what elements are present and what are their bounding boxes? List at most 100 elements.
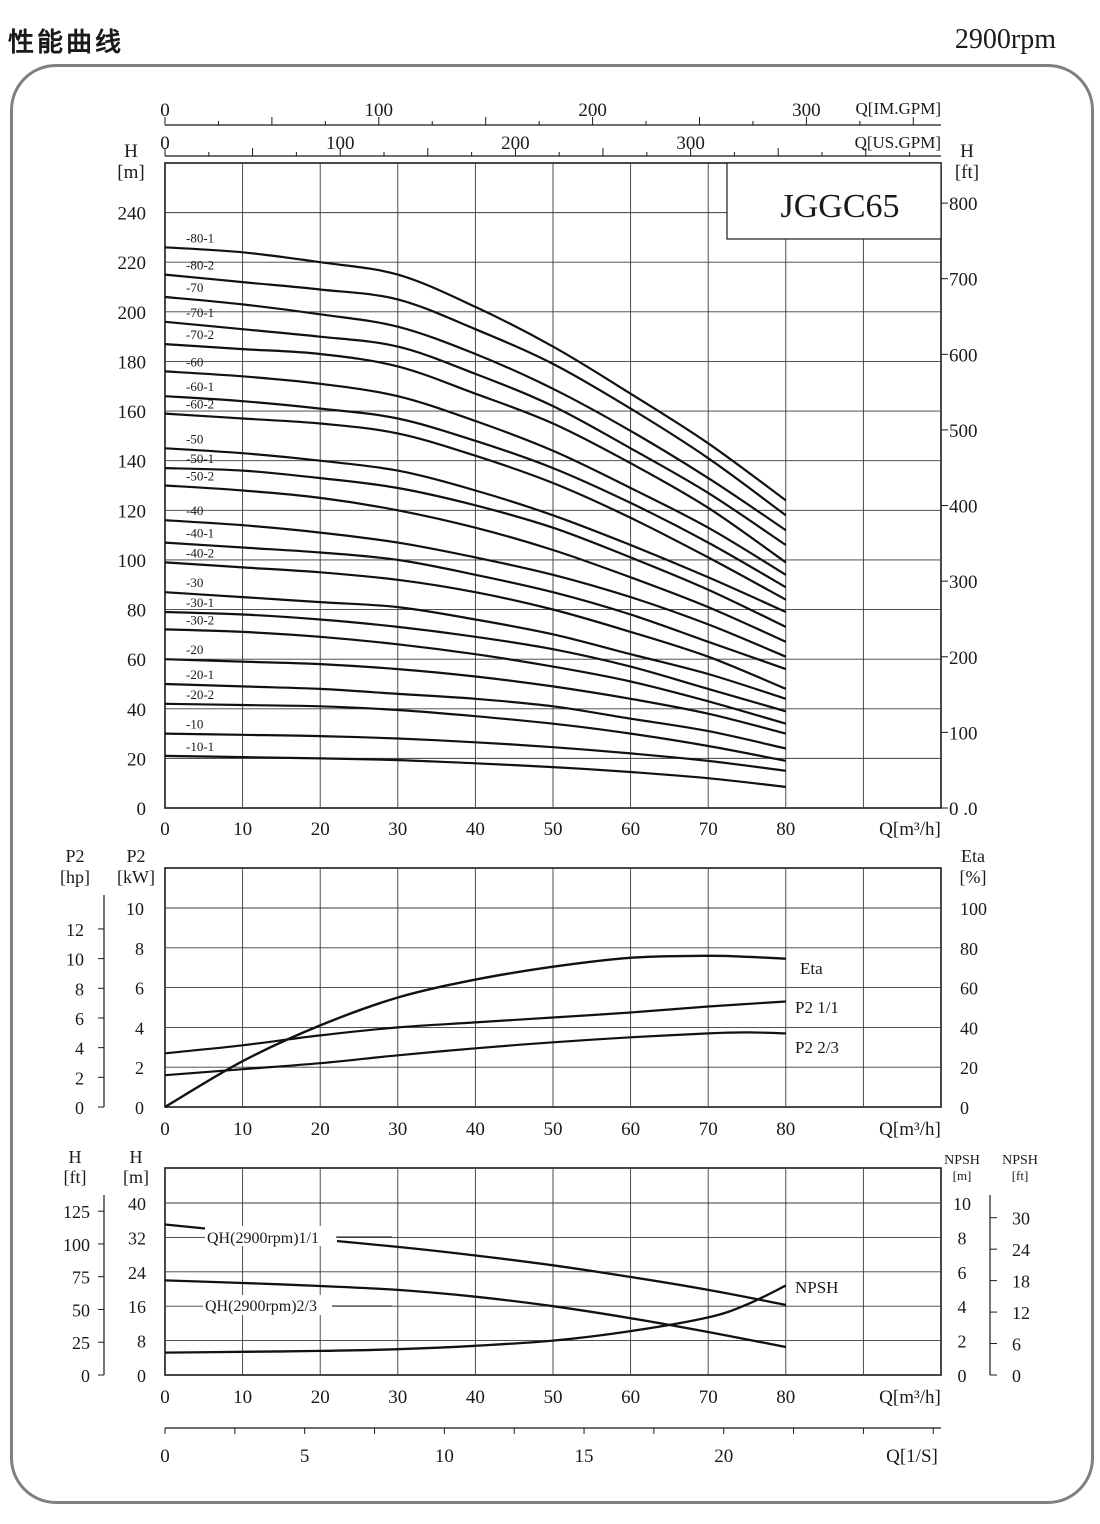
series-label: QH(2900rpm)2/3 xyxy=(205,1298,317,1315)
y-tick-label-left: 140 xyxy=(118,452,147,473)
curve-label: -60 xyxy=(186,354,203,369)
us-gpm-tick-label: 100 xyxy=(326,133,355,154)
x-tick-label: 20 xyxy=(311,1387,330,1408)
chart-frame xyxy=(10,64,1094,1504)
curve-label: -20-1 xyxy=(186,667,214,682)
x-tick-label: 70 xyxy=(699,819,718,840)
npsh-m-axis-label: NPSH xyxy=(944,1153,980,1168)
curve-label: -40-2 xyxy=(186,545,214,560)
head-curve xyxy=(164,273,787,517)
kw-tick-label: 10 xyxy=(126,899,144,919)
y-tick-label-right: 500 xyxy=(949,421,978,442)
head-curve xyxy=(164,484,787,643)
y-tick-label-left: 100 xyxy=(118,551,147,572)
head-curve xyxy=(164,295,787,532)
curve-label: -40-1 xyxy=(186,526,214,541)
head-curve xyxy=(164,343,787,564)
curve-label: -70 xyxy=(186,280,203,295)
head-curve xyxy=(164,395,787,589)
im-gpm-tick-label: 0 xyxy=(160,100,170,121)
ft-tick-label: 100 xyxy=(63,1235,90,1255)
npsh-chart: H[ft]H[m]NPSH[m]NPSH[ft]0255075100125081… xyxy=(63,1147,1038,1467)
y-tick-label-left: 180 xyxy=(118,352,147,373)
head-curve xyxy=(164,519,787,658)
x-tick-label: 0 xyxy=(160,819,170,840)
eta-axis-label: Eta xyxy=(961,846,985,866)
npsh-m-tick-label: 8 xyxy=(958,1228,967,1248)
x-tick-label: 30 xyxy=(388,1119,407,1140)
us-gpm-tick-label: 200 xyxy=(501,133,530,154)
y-tick-label-left: 220 xyxy=(118,253,147,274)
m-axis-unit: [m] xyxy=(123,1167,149,1187)
y-tick-label-right: 200 xyxy=(949,648,978,669)
im-gpm-axis-label: Q[IM.GPM] xyxy=(856,99,941,118)
curve-label: -10 xyxy=(186,717,203,732)
x-tick-label: 20 xyxy=(311,1119,330,1140)
npsh-ft-tick-label: 30 xyxy=(1012,1209,1030,1229)
x-axis-label: Q[m³/h] xyxy=(879,1119,941,1140)
y-tick-label-right: 800 xyxy=(949,194,978,215)
curve-label: -70-2 xyxy=(186,327,214,342)
im-gpm-tick-label: 200 xyxy=(578,100,607,121)
ft-axis-label: H xyxy=(69,1147,82,1167)
npsh-ft-tick-label: 0 xyxy=(1012,1366,1021,1386)
series-label: NPSH xyxy=(795,1278,838,1297)
curve-label: -20-2 xyxy=(186,687,214,702)
y-tick-label-left: 60 xyxy=(127,650,146,671)
series-label: Eta xyxy=(800,959,823,978)
x-tick-label: 30 xyxy=(388,1387,407,1408)
ft-tick-label: 75 xyxy=(72,1268,90,1288)
curve-label: -40 xyxy=(186,503,203,518)
y-tick-label-left: 200 xyxy=(118,303,147,324)
npsh-ft-tick-label: 18 xyxy=(1012,1272,1030,1292)
head-curve xyxy=(164,467,787,628)
x-tick-label: 40 xyxy=(466,1119,485,1140)
eta-tick-label: 20 xyxy=(960,1058,978,1078)
npsh-ft-axis-unit: [ft] xyxy=(1012,1168,1029,1183)
speed-label: 2900rpm xyxy=(954,24,1056,55)
head-curve xyxy=(164,541,787,671)
ft-axis-unit: [ft] xyxy=(64,1167,87,1187)
hp-tick-label: 6 xyxy=(75,1009,84,1029)
npsh-m-tick-label: 2 xyxy=(958,1332,967,1352)
hp-tick-label: 0 xyxy=(75,1098,84,1118)
x-tick-label: 0 xyxy=(160,1387,170,1408)
head-curve xyxy=(164,246,787,502)
curve-label: -50 xyxy=(186,431,203,446)
curve-label: -30-2 xyxy=(186,612,214,627)
x-tick-label: 20 xyxy=(311,819,330,840)
us-gpm-tick-label: 300 xyxy=(676,133,705,154)
m-tick-label: 32 xyxy=(128,1228,146,1248)
head-curve xyxy=(164,610,787,713)
x-tick-label: 70 xyxy=(699,1387,718,1408)
head-curve xyxy=(164,658,787,735)
curve-label: -60-1 xyxy=(186,379,214,394)
curve-label: -10-1 xyxy=(186,739,214,754)
y-tick-label-right: 0 .0 xyxy=(949,799,978,820)
label-background xyxy=(203,1295,333,1315)
y-tick-label-left: 120 xyxy=(118,501,147,522)
x-tick-label: 40 xyxy=(466,819,485,840)
ft-tick-label: 125 xyxy=(63,1202,90,1222)
x-tick-label: 60 xyxy=(621,1387,640,1408)
head-curve xyxy=(164,702,787,762)
npsh-ft-tick-label: 6 xyxy=(1012,1335,1021,1355)
y-axis-unit-left: [m] xyxy=(117,162,144,183)
x-tick-label: 0 xyxy=(160,1119,170,1140)
npsh-m-tick-label: 0 xyxy=(958,1366,967,1386)
y-axis-unit-right: [ft] xyxy=(955,162,979,183)
curve-label: -80-1 xyxy=(186,230,214,245)
hp-axis-unit: [hp] xyxy=(60,867,90,887)
y-axis-label-right: H xyxy=(960,141,974,162)
x-tick-label: 10 xyxy=(233,1119,252,1140)
eta-tick-label: 40 xyxy=(960,1018,978,1038)
head-curve xyxy=(164,591,787,700)
x-tick-label: 80 xyxy=(776,1387,795,1408)
head-curve xyxy=(164,682,787,750)
head-curve-chart: 0 100 200 300 Q[IM.GPM]0 100 200 300 Q[US.GPM]H[… xyxy=(117,99,979,840)
kw-tick-label: 4 xyxy=(135,1018,144,1038)
npsh-m-tick-label: 6 xyxy=(958,1263,967,1283)
x-tick-label: 50 xyxy=(544,819,563,840)
kw-axis-unit: [kW] xyxy=(117,867,155,887)
series-line xyxy=(164,1000,786,1055)
